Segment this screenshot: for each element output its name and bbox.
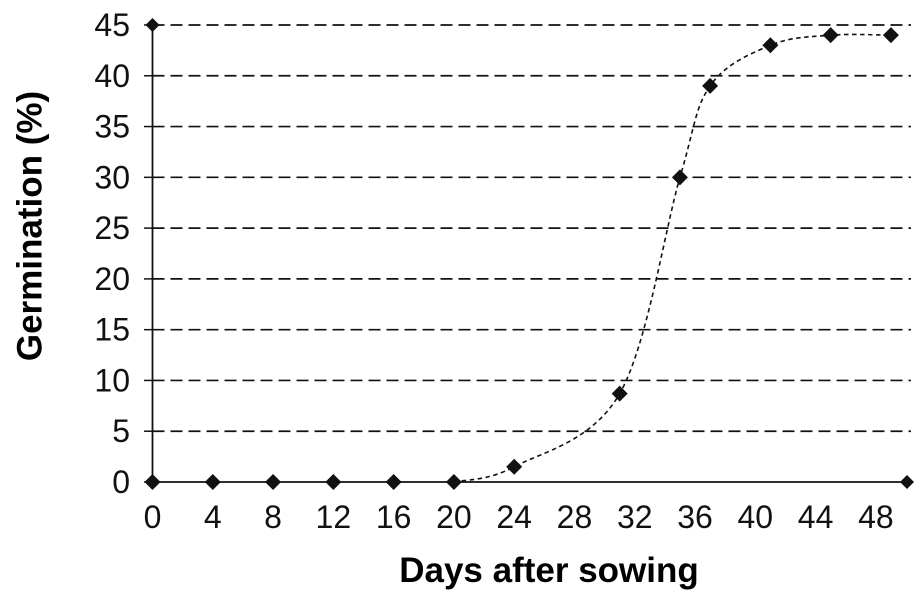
data-point-day-24 xyxy=(506,458,523,475)
x-tick-label-12: 12 xyxy=(316,499,352,535)
x-tick-label-44: 44 xyxy=(798,499,834,535)
x-axis-title: Days after sowing xyxy=(399,551,699,590)
y-tick-label-10: 10 xyxy=(94,362,130,398)
y-tick-label-30: 30 xyxy=(94,159,130,195)
x-tick-label-40: 40 xyxy=(738,499,774,535)
y-tick-label-45: 45 xyxy=(94,7,130,43)
x-tick-label-32: 32 xyxy=(617,499,653,535)
y-tick-label-0: 0 xyxy=(112,464,130,500)
y-axis-end-marker xyxy=(145,18,160,32)
data-point-day-41 xyxy=(762,37,779,54)
x-tick-label-4: 4 xyxy=(204,499,222,535)
data-point-day-0 xyxy=(144,474,161,490)
x-tick-label-0: 0 xyxy=(144,499,162,535)
data-point-day-16 xyxy=(385,474,402,490)
x-tick-label-28: 28 xyxy=(557,499,593,535)
y-tick-label-35: 35 xyxy=(94,109,130,145)
y-tick-label-5: 5 xyxy=(112,413,130,449)
y-tick-label-40: 40 xyxy=(94,58,130,94)
data-point-day-31 xyxy=(611,385,628,402)
x-tick-label-16: 16 xyxy=(376,499,412,535)
y-tick-label-15: 15 xyxy=(94,312,130,348)
x-tick-label-24: 24 xyxy=(496,499,532,535)
data-point-day-20 xyxy=(445,474,462,490)
x-axis-end-marker xyxy=(900,475,914,489)
x-tick-label-20: 20 xyxy=(436,499,472,535)
data-point-day-37 xyxy=(702,77,719,94)
x-tick-label-8: 8 xyxy=(264,499,282,535)
x-tick-label-36: 36 xyxy=(677,499,713,535)
data-point-day-8 xyxy=(265,474,282,490)
x-tick-label-48: 48 xyxy=(858,499,894,535)
y-tick-label-25: 25 xyxy=(94,210,130,246)
data-point-day-49 xyxy=(882,27,899,44)
data-point-day-12 xyxy=(325,474,342,490)
data-point-day-45 xyxy=(822,27,839,44)
data-point-day-4 xyxy=(204,474,221,490)
germination-curve xyxy=(453,33,891,483)
data-point-day-35 xyxy=(671,169,688,186)
y-tick-label-20: 20 xyxy=(94,261,130,297)
